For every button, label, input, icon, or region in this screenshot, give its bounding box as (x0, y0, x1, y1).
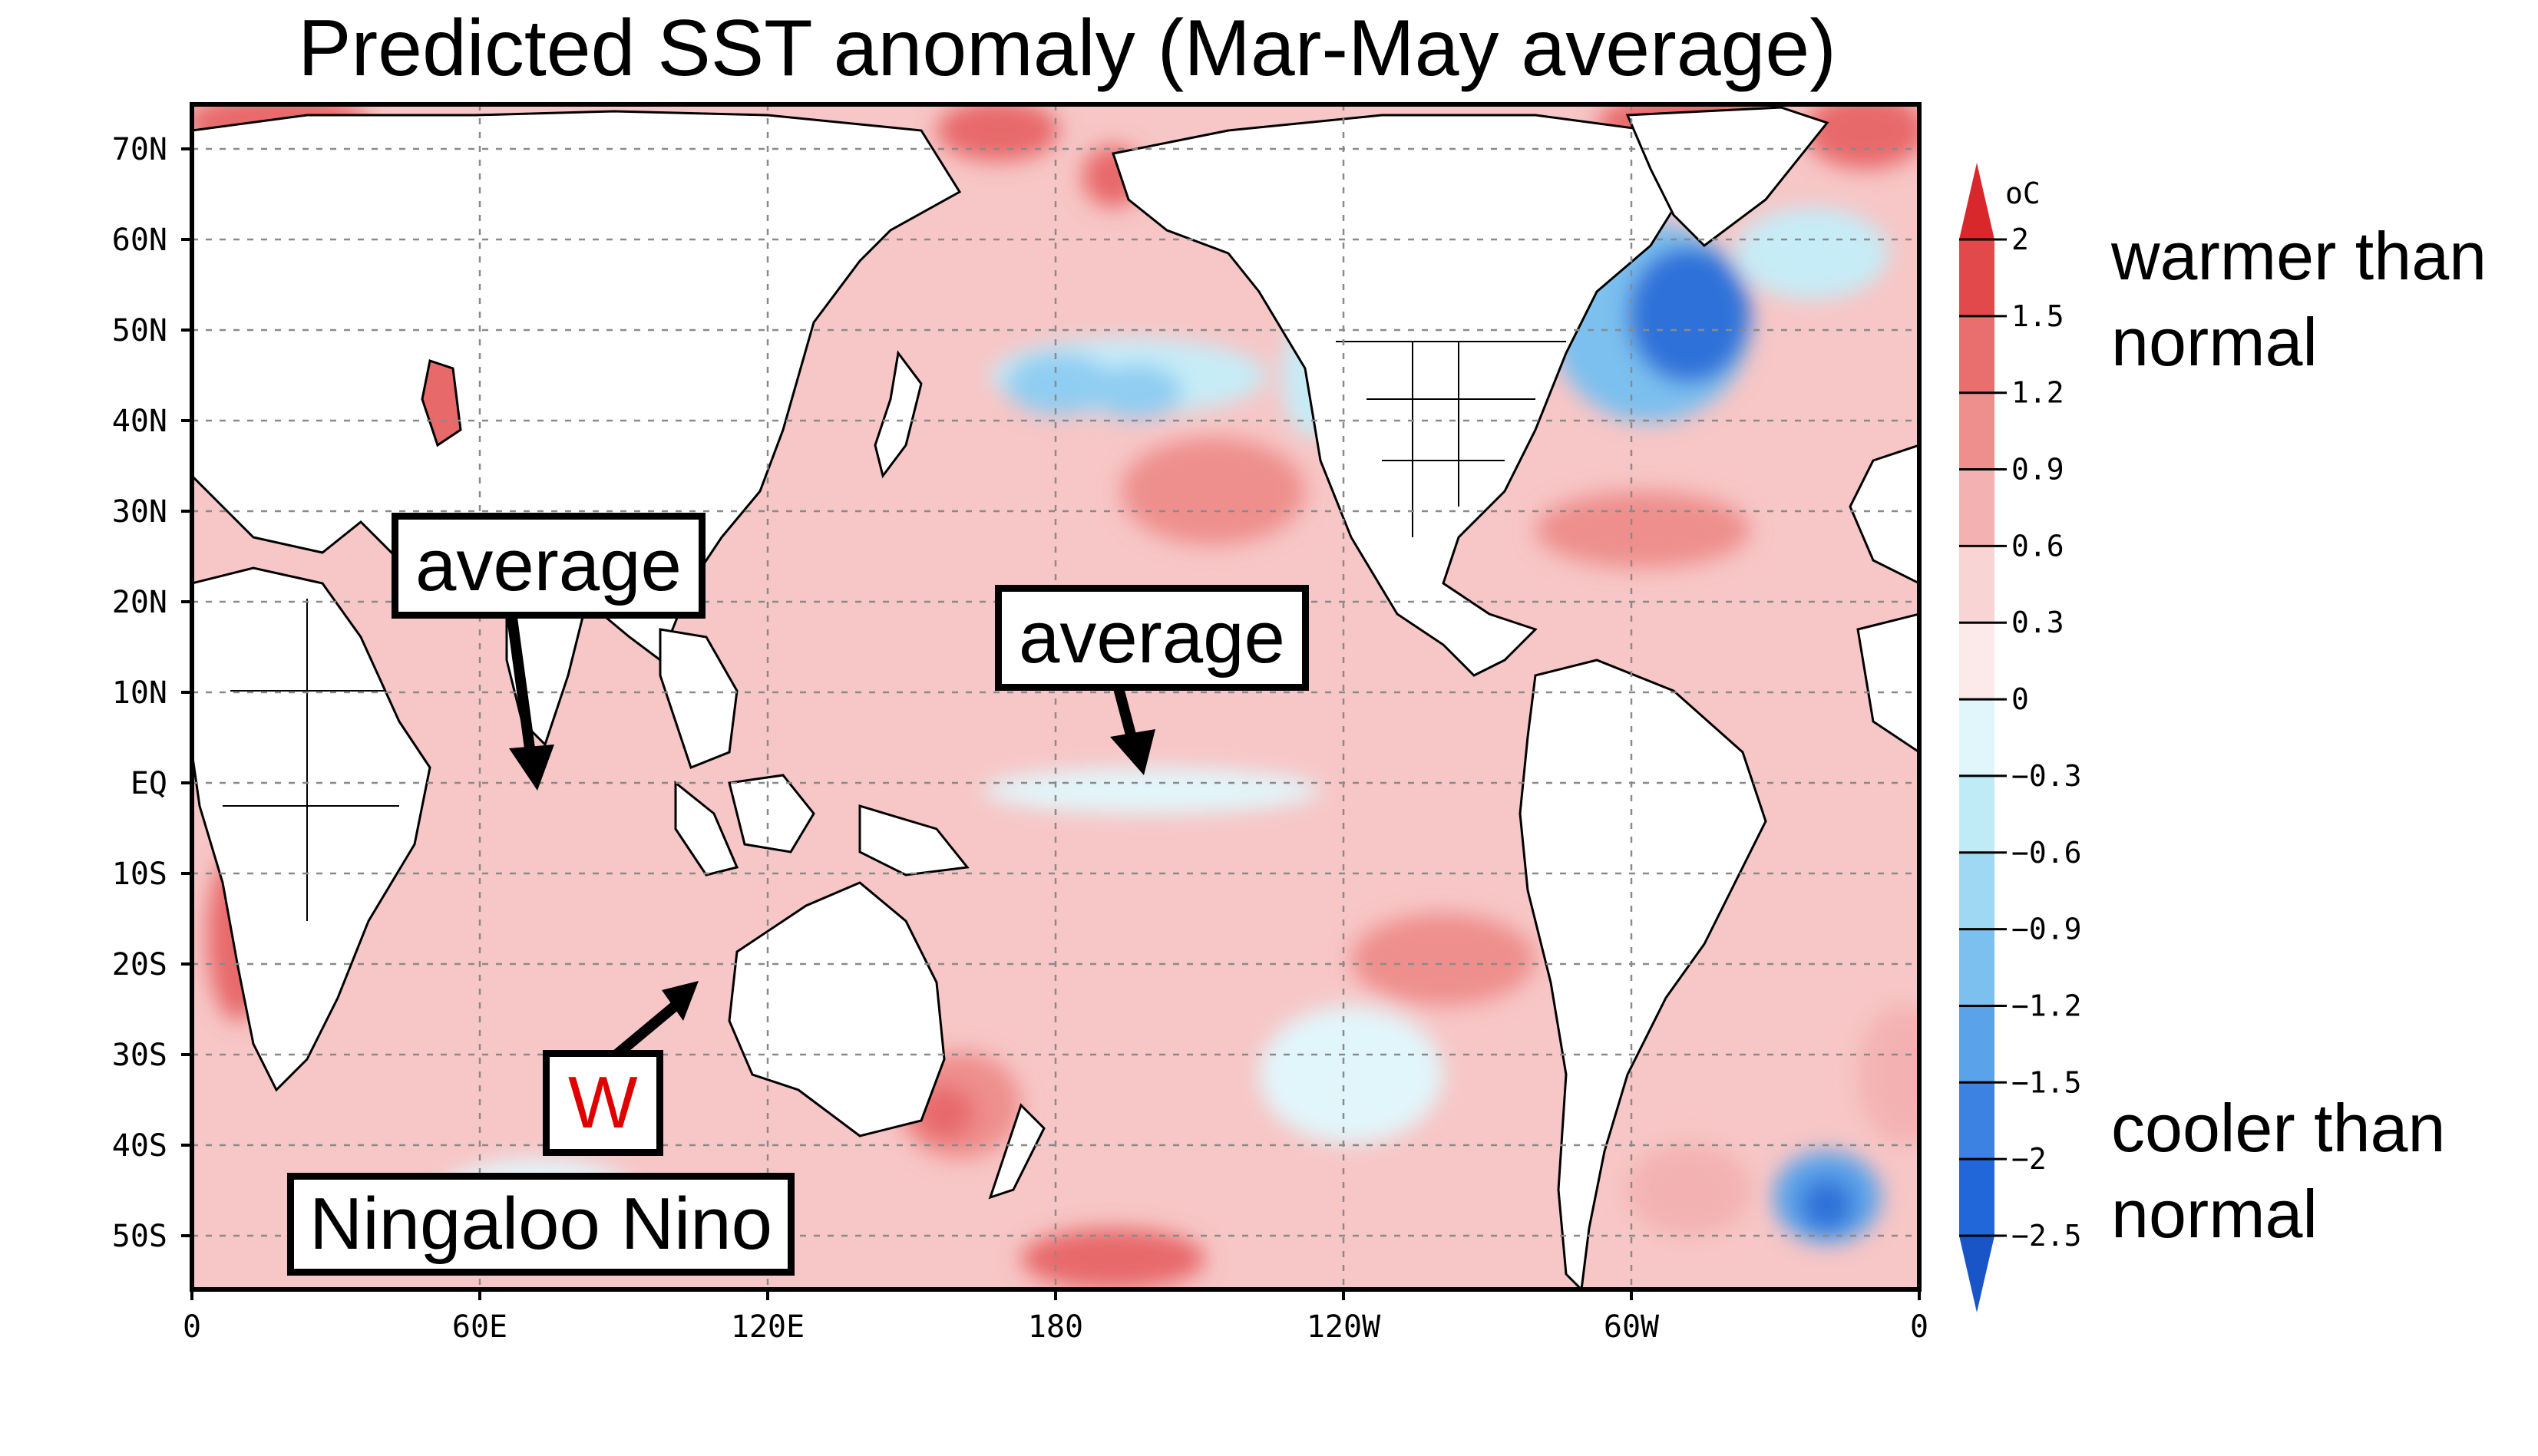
colorbar-swatch (1959, 392, 1994, 470)
lat-label: 70N (112, 132, 167, 167)
colorbar-swatch (1959, 929, 1994, 1006)
cooler-line-1: cooler than (2111, 1090, 2446, 1166)
lat-label: 50S (112, 1219, 167, 1254)
country-borders (223, 341, 1566, 921)
lat-label: 60N (112, 223, 167, 258)
warmer-than-normal-label: warmer than normal (2111, 213, 2487, 385)
lat-label: EQ (131, 766, 167, 801)
graticule (192, 104, 1919, 1289)
lon-label: 0 (1910, 1309, 1928, 1345)
lat-label: 50N (112, 313, 167, 348)
lat-label: 20N (112, 585, 167, 620)
latitude-labels: 70N 60N 50N 40N 30N 20N 10N EQ 10S 20S 3… (112, 132, 167, 1254)
cooler-line-2: normal (2111, 1176, 2318, 1252)
lat-label: 20S (112, 947, 167, 982)
lat-label: 40S (112, 1128, 167, 1164)
colorbar-swatch (1959, 622, 1994, 700)
colorbar-bottom-arrow (1959, 1236, 1994, 1312)
colorbar-unit: oC (2005, 177, 2041, 210)
colorbar-label: 0 (2011, 682, 2029, 716)
warm-w-label: W (543, 1050, 663, 1156)
colorbar-swatch (1959, 315, 1994, 394)
colorbar-swatch (1959, 775, 1994, 853)
colorbar-label: 1.5 (2011, 299, 2064, 333)
colorbar-label: −0.6 (2011, 836, 2082, 870)
colorbar-swatch (1959, 1159, 1994, 1236)
colorbar-label: −2.5 (2011, 1219, 2082, 1253)
colorbar-swatch (1959, 1082, 1994, 1160)
colorbar-label: 2 (2011, 223, 2029, 256)
colorbar-swatch (1959, 546, 1994, 623)
ningaloo-nino-label: Ningaloo Nino (287, 1173, 795, 1276)
colorbar: 2 1.5 1.2 0.9 0.6 0.3 0 −0.3 −0.6 −0.9 −1.2 −1.5 −2 −… (1959, 163, 2082, 1312)
map-title: Predicted SST anomaly (Mar-May average) (298, 4, 1836, 93)
warmer-line-2: normal (2111, 304, 2318, 380)
colorbar-label: −2 (2011, 1142, 2047, 1176)
warmer-line-1: warmer than (2111, 218, 2487, 294)
colorbar-label: 0.9 (2011, 453, 2064, 487)
lon-label: 180 (1028, 1309, 1083, 1345)
colorbar-swatch (1959, 239, 1994, 317)
colorbar-label: −1.5 (2011, 1065, 2082, 1099)
colorbar-label: 0.3 (2011, 606, 2064, 639)
lon-label: 120W (1307, 1309, 1381, 1345)
caspian-sea (421, 359, 462, 447)
colorbar-label: −1.2 (2011, 989, 2082, 1022)
colorbar-top-arrow (1959, 163, 1994, 239)
lat-label: 10N (112, 675, 167, 711)
lat-label: 30N (112, 494, 167, 530)
lat-label: 10S (112, 857, 167, 892)
colorbar-swatch (1959, 1005, 1994, 1083)
lon-label: 120E (731, 1309, 805, 1345)
land-masses (192, 106, 1919, 1289)
colorbar-label: 0.6 (2011, 529, 2064, 563)
average-label-pacific: average (995, 585, 1309, 691)
cooler-than-normal-label: cooler than normal (2111, 1085, 2445, 1257)
average-label-indian-ocean: average (392, 513, 706, 619)
colorbar-swatch (1959, 469, 1994, 546)
lat-label: 40N (112, 404, 167, 439)
lon-label: 60W (1604, 1309, 1660, 1345)
lat-label: 30S (112, 1038, 167, 1073)
lon-label: 0 (183, 1309, 201, 1345)
colorbar-label: −0.9 (2011, 913, 2082, 946)
longitude-labels: 0 60E 120E 180 120W 60W 0 (183, 1309, 1928, 1345)
tick-marks (181, 147, 1921, 1300)
colorbar-label: 1.2 (2011, 376, 2064, 410)
lon-label: 60E (452, 1309, 507, 1345)
colorbar-swatch (1959, 852, 1994, 930)
colorbar-swatch (1959, 699, 1994, 777)
colorbar-label: −0.3 (2011, 759, 2082, 793)
